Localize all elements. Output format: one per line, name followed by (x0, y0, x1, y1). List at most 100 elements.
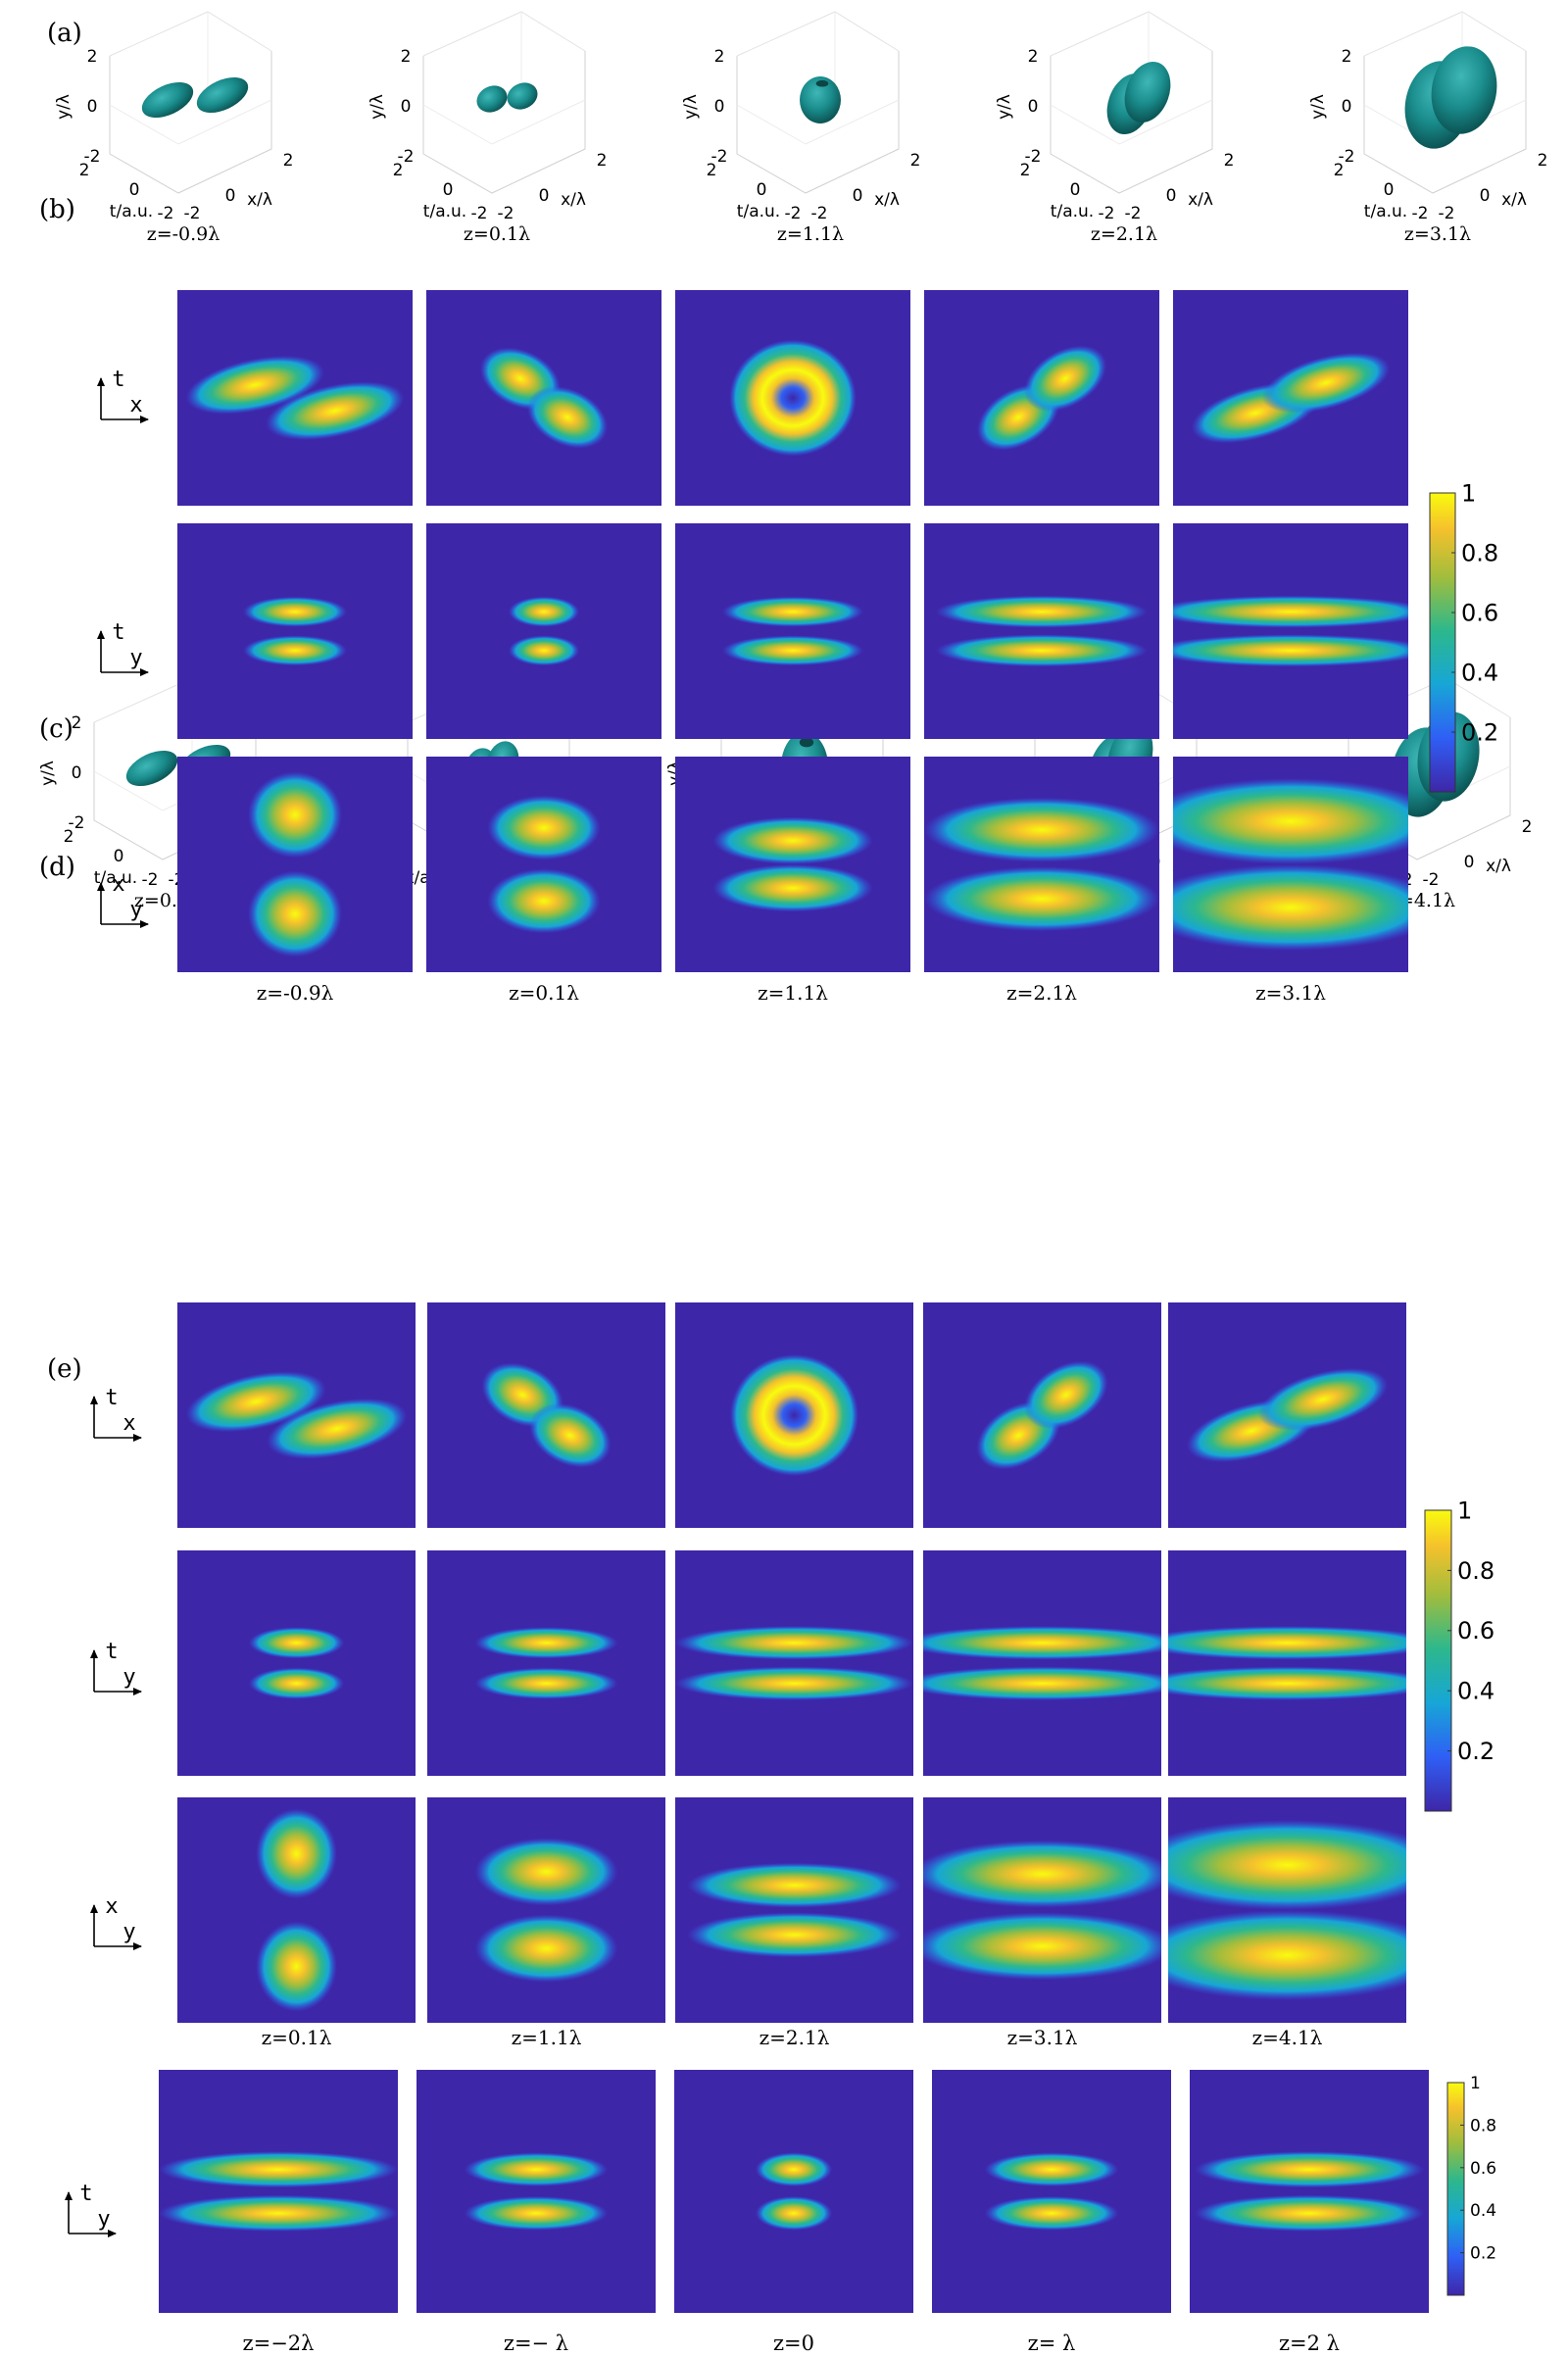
lobe-intensity (256, 1921, 337, 2012)
grid-line (422, 104, 493, 145)
t-axis-label: t/a.u. (1364, 202, 1407, 221)
surface-hole (815, 79, 829, 87)
z-caption: z=-0.9λ (257, 981, 334, 1005)
z-caption: z=0.1λ (464, 223, 530, 245)
t-tick-label: 2 (79, 161, 90, 180)
heatmap-cell (924, 523, 1159, 739)
heatmap-cell (427, 1302, 665, 1528)
z-caption: z=4.1λ (1252, 2026, 1323, 2049)
surface-lobe (125, 750, 178, 787)
lobe-intensity (474, 1838, 618, 1906)
surface-lobe-shape (141, 81, 194, 119)
heatmap-cell (924, 290, 1159, 506)
cell-content (185, 355, 405, 441)
colorbar-gradient (1446, 2082, 1465, 2296)
t-tick-label: 2 (707, 161, 717, 180)
cell-background (427, 1550, 665, 1776)
lobe-intensity (1168, 1666, 1406, 1700)
colorbar-tick-label: 0.6 (1461, 599, 1498, 626)
panel-label: (d) (39, 853, 75, 882)
colorbar: 1 0.8 0.6 0.4 0.2 (1446, 2074, 1496, 2296)
surface-lobe (1124, 62, 1171, 123)
t-tick-label: 0 (1070, 180, 1081, 200)
x-tick-label: 0 (853, 186, 863, 206)
colorbar-gradient (1424, 1509, 1452, 1812)
y-tick-label: 2 (72, 713, 82, 733)
grid-line (177, 99, 272, 145)
horizontal-axis-label: y (97, 2207, 110, 2232)
lobe-intensity (256, 1808, 337, 1899)
cell-background (675, 757, 910, 972)
lobe-intensity (755, 2152, 833, 2187)
heatmap-cell (159, 2070, 398, 2313)
y-axis-label: y/λ (54, 94, 74, 120)
grid-line (491, 99, 586, 145)
t-axis-label: t/a.u. (737, 202, 780, 221)
t-tick-label: 0 (1384, 180, 1395, 200)
t-axis-label: t/a.u. (423, 202, 466, 221)
vertical-axis-label: t (112, 368, 124, 392)
cell-content (976, 1360, 1108, 1470)
axes-box (1050, 11, 1213, 57)
y-tick-label: 0 (401, 97, 412, 117)
lobe-intensity (487, 868, 601, 934)
heatmap-cell (177, 1302, 416, 1528)
t-tick-label: 0 (114, 847, 124, 866)
y-tick-label: 2 (1342, 47, 1352, 67)
cell-content (1173, 778, 1408, 951)
surface-lobe (476, 85, 508, 113)
cell-content (729, 339, 857, 457)
lobe-intensity (1168, 1626, 1406, 1660)
lobe-intensity (464, 2195, 609, 2231)
x-axis-label: x/λ (874, 190, 900, 210)
cell-content (924, 797, 1159, 932)
z-caption: z=0.1λ (509, 981, 579, 1005)
heatmap-cell (932, 2070, 1171, 2313)
surface-lobe-shape (1431, 46, 1497, 134)
z-caption: z=3.1λ (1255, 981, 1326, 1005)
grid-line (109, 104, 179, 145)
lobe-intensity (984, 2195, 1119, 2231)
surface-lobe-shape (196, 76, 249, 114)
heatmap-cell (1168, 1550, 1406, 1776)
cell-content (474, 1838, 618, 1983)
surface-lobe-shape (507, 82, 538, 110)
colorbar-gradient (1429, 492, 1456, 793)
cell-background (675, 1550, 913, 1776)
grid-line (1118, 99, 1213, 145)
cell-background (674, 2070, 913, 2313)
heatmap-cell (416, 2070, 656, 2313)
z-caption: z=1.1λ (758, 981, 828, 1005)
heatmap-cell (1173, 757, 1408, 972)
lobe-intensity (1257, 1367, 1389, 1431)
surface-lobe-shape (476, 85, 508, 113)
cell-content (464, 2152, 609, 2231)
y-axis-label: y/λ (995, 94, 1014, 120)
y-tick-label: -2 (1025, 147, 1042, 167)
lobe-intensity (924, 797, 1159, 862)
colorbar-tick-label: 0.6 (1470, 2159, 1496, 2179)
lobe-intensity (248, 1627, 345, 1659)
x-tick-label: -2 (1439, 204, 1455, 223)
heatmap-cell (923, 1302, 1161, 1528)
colorbar-tick-label: 0.8 (1461, 539, 1498, 566)
lobe-intensity (687, 1912, 902, 1958)
lobe-intensity (675, 1626, 913, 1660)
lobe-intensity (712, 864, 873, 912)
lobe-intensity (675, 1666, 913, 1700)
t-tick-label: -2 (158, 204, 174, 223)
vertical-axis-label: x (105, 1894, 118, 1919)
surface-lobe (196, 76, 249, 114)
colorbar-tick-label: 0.4 (1457, 1678, 1494, 1705)
surface-lobe (507, 82, 538, 110)
cell-background (177, 523, 413, 739)
cell-background (923, 1550, 1161, 1776)
vertical-axis-label: t (105, 1640, 118, 1664)
axis-indicator: xy (97, 872, 149, 928)
lobe-intensity (924, 866, 1159, 932)
colorbar: 1 0.8 0.6 0.4 0.2 (1424, 1497, 1494, 1812)
y-axis-label: y/λ (681, 94, 701, 120)
x-tick-label: -2 (1423, 870, 1440, 890)
cell-content (675, 1626, 913, 1700)
y-tick-label: 0 (1028, 97, 1039, 117)
